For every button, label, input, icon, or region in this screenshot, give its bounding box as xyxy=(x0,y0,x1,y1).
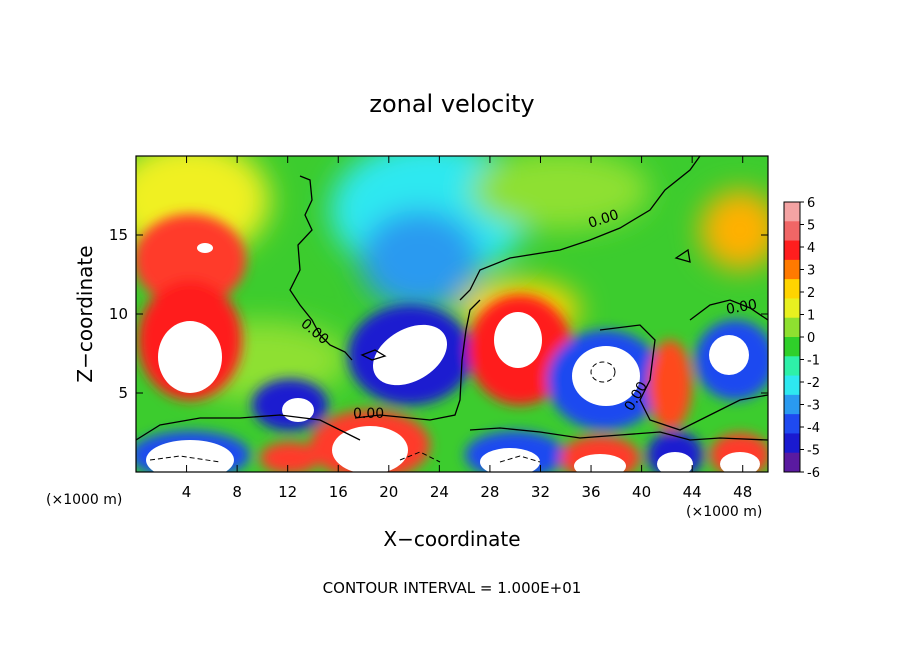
colorbar-swatch xyxy=(784,240,800,261)
colorbar-tick-label: -2 xyxy=(807,376,820,391)
colorbar-swatch xyxy=(784,375,800,396)
colorbar-swatch xyxy=(784,337,800,357)
colorbar-swatch xyxy=(784,452,800,473)
colorbar-swatch xyxy=(784,356,800,377)
x-axis: 4 8 12 16 20 24 28 32 36 40 44 48 xyxy=(182,156,752,501)
colorbar-tick-label: -4 xyxy=(807,421,820,436)
colorbar-tick-label: 2 xyxy=(807,286,815,301)
x-tick-label: 24 xyxy=(430,483,449,501)
colorbar-tick-label: 6 xyxy=(807,196,815,211)
colorbar-swatch xyxy=(784,221,800,242)
colorbar: 6 5 4 3 2 1 0 -1 -2 -3 -4 -5 -6 xyxy=(783,196,820,481)
negative-contours xyxy=(149,361,616,463)
x-tick-label: 28 xyxy=(480,483,499,501)
x-tick-label: 8 xyxy=(232,483,242,501)
x-tick-label: 44 xyxy=(683,483,702,501)
x-tick-label: 32 xyxy=(531,483,550,501)
colorbar-swatch xyxy=(784,259,800,280)
x-tick-label: 16 xyxy=(329,483,348,501)
y-tick-label: 5 xyxy=(118,384,128,402)
x-axis-label: X−coordinate xyxy=(383,527,520,551)
colorbar-tick-label: 0 xyxy=(807,331,815,346)
colorbar-swatch xyxy=(784,317,800,338)
colorbar-tick-label: 1 xyxy=(807,309,815,324)
zero-contours xyxy=(136,156,768,441)
colorbar-swatch xyxy=(784,202,800,222)
colorbar-swatch xyxy=(784,279,800,299)
contour-interval-note: CONTOUR INTERVAL = 1.000E+01 xyxy=(323,579,582,597)
y-axis: 5 10 15 xyxy=(109,226,768,402)
colorbar-swatch xyxy=(784,298,800,319)
x-tick-label: 12 xyxy=(278,483,297,501)
x-unit-left: (×1000 m) xyxy=(46,492,122,508)
x-tick-label: 48 xyxy=(733,483,752,501)
colorbar-tick-label: 5 xyxy=(807,219,815,234)
colorbar-tick-label: -1 xyxy=(807,354,820,369)
heatmap-field xyxy=(136,156,768,472)
colorbar-tick-label: 4 xyxy=(807,241,815,256)
colorbar-swatch xyxy=(784,433,800,454)
y-axis-label: Z−coordinate xyxy=(73,245,97,382)
y-tick-label: 10 xyxy=(109,305,128,323)
colorbar-swatch xyxy=(784,414,800,434)
colorbar-swatch xyxy=(784,394,800,415)
colorbar-tick-label: -6 xyxy=(807,466,820,481)
colorbar-tick-label: -5 xyxy=(807,444,820,459)
y-tick-label: 15 xyxy=(109,226,128,244)
x-unit-right: (×1000 m) xyxy=(686,504,762,520)
x-tick-label: 36 xyxy=(581,483,600,501)
contour-label: 0.00 xyxy=(353,406,384,422)
colorbar-tick-label: -3 xyxy=(807,399,820,414)
chart-title: zonal velocity xyxy=(369,90,534,118)
contour-label: 0.00 xyxy=(725,297,758,318)
x-tick-label: 40 xyxy=(632,483,651,501)
x-tick-label: 20 xyxy=(379,483,398,501)
colorbar-tick-label: 3 xyxy=(807,264,815,279)
x-tick-label: 4 xyxy=(182,483,192,501)
